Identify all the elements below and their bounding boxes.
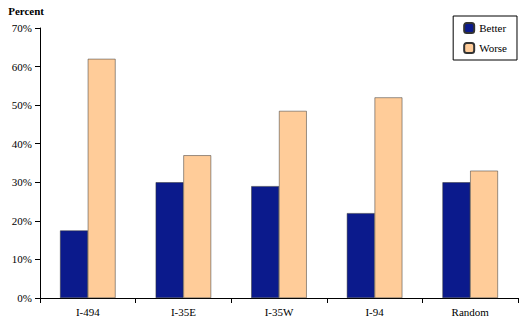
svg-text:10%: 10% <box>12 253 32 265</box>
svg-text:30%: 30% <box>12 176 32 188</box>
svg-text:I-35W: I-35W <box>265 306 294 318</box>
svg-text:Worse: Worse <box>479 42 507 54</box>
svg-text:Percent: Percent <box>8 5 44 17</box>
svg-text:I-94: I-94 <box>365 306 384 318</box>
svg-text:50%: 50% <box>12 99 32 111</box>
svg-text:I-35E: I-35E <box>171 306 196 318</box>
svg-text:0%: 0% <box>17 292 32 304</box>
svg-text:70%: 70% <box>12 22 32 34</box>
svg-text:Random: Random <box>452 306 490 318</box>
svg-text:20%: 20% <box>12 215 32 227</box>
svg-text:Better: Better <box>479 22 506 34</box>
svg-text:I-494: I-494 <box>76 306 100 318</box>
svg-text:60%: 60% <box>12 61 32 73</box>
svg-text:40%: 40% <box>12 138 32 150</box>
